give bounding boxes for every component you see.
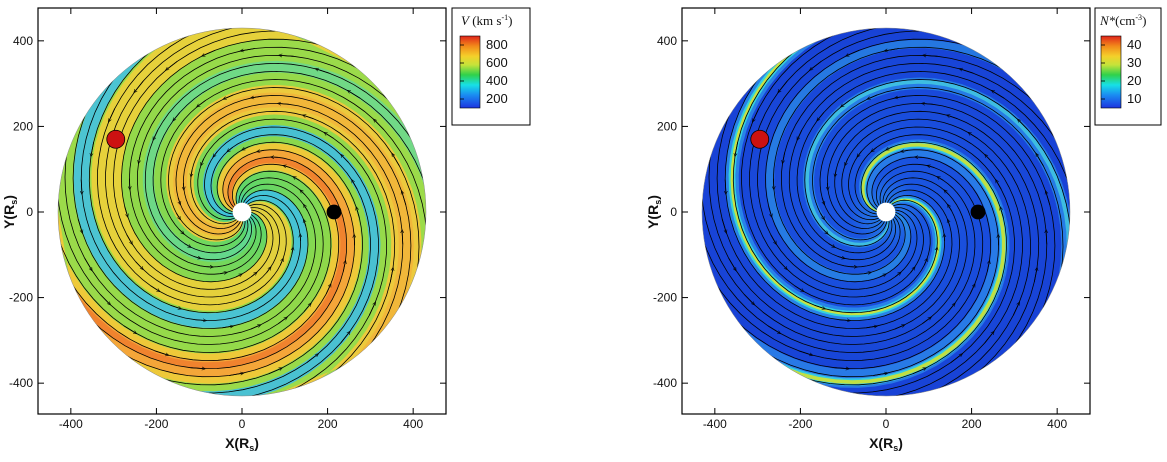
y-tick-label: -400 [653,376,677,390]
black-body-marker [327,205,341,219]
x-tick-label: 400 [403,417,423,431]
colorbar-tick-label: 20 [1127,73,1141,88]
x-tick-label: -200 [144,417,168,431]
panel-speed: -400 -200 0 200 400 -400 -200 0 200 400 X(Rs) Y(R… [1,8,530,453]
colorbar-scale [1101,36,1121,108]
y-tick-label: 400 [13,34,33,48]
y-tick-label: 0 [670,205,677,219]
x-tick-label: -400 [59,417,83,431]
colorbar-tick-label: 800 [486,37,508,52]
y-axis-label: Y(Rs) [645,195,663,229]
y-tick-label: -200 [653,291,677,305]
x-axis-label: X(Rs) [225,435,259,453]
x-tick-label: 200 [318,417,338,431]
colorbar-scale [460,36,480,108]
y-tick-label: 200 [13,119,33,133]
x-tick-label: 0 [239,417,246,431]
colorbar-tick-label: 600 [486,55,508,70]
colorbar-tick-label: 30 [1127,55,1141,70]
sun-marker [233,203,251,221]
y-axis-label: Y(Rs) [1,195,19,229]
y-tick-label: 200 [657,119,677,133]
y-tick-label: 400 [657,34,677,48]
colorbar-tick-label: 40 [1127,37,1141,52]
x-tick-label: 200 [962,417,982,431]
x-tick-label: -400 [703,417,727,431]
red-body-marker [107,130,125,148]
red-body-marker [751,130,769,148]
x-tick-label: 400 [1047,417,1067,431]
black-body-marker [971,205,985,219]
colorbar-tick-label: 400 [486,73,508,88]
colorbar-tick-label: 200 [486,91,508,106]
y-tick-label: -200 [9,291,33,305]
y-tick-label: -400 [9,376,33,390]
x-tick-label: 0 [883,417,890,431]
sun-marker [877,203,895,221]
x-axis-label: X(Rs) [869,435,903,453]
x-tick-label: -200 [788,417,812,431]
y-tick-label: 0 [26,205,33,219]
panel-density: -400 -200 0 200 400 -400 -200 0 200 400 X(Rs) Y(R… [645,8,1161,453]
colorbar-tick-label: 10 [1127,91,1141,106]
